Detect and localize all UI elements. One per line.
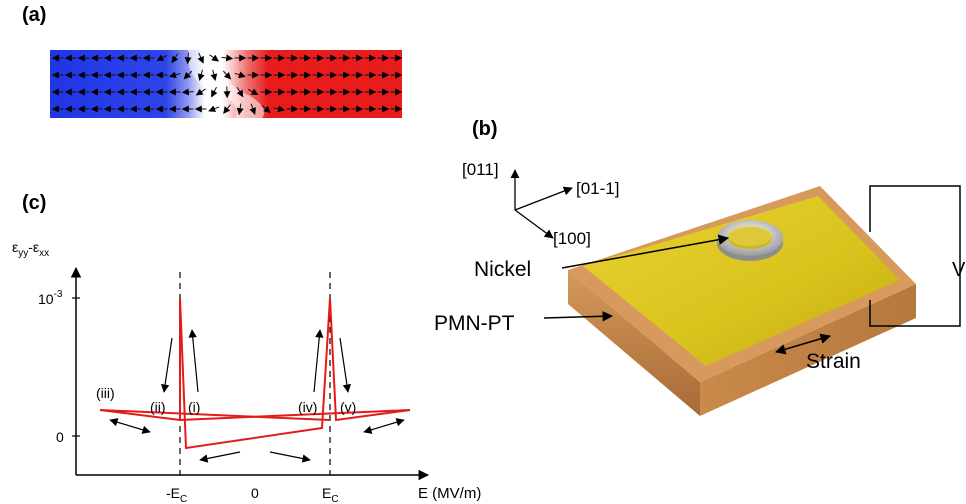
strain-field-plot: εyy-εxx 10-3 0 -EC 0 EC E (MV/m) (iii) (…: [12, 239, 481, 504]
spin-arrow: [171, 53, 179, 64]
spin-arrow: [222, 70, 232, 80]
crystal-axes: [011] [01-1] [100]: [462, 160, 619, 248]
arrow-iv-up: [313, 329, 324, 393]
y-axis-label: εyy-εxx: [12, 239, 49, 259]
spin-arrow: [197, 52, 204, 64]
arrow-v-double: [363, 418, 405, 434]
branch-label-iii: (iii): [96, 385, 115, 401]
branch-label-iv: (iv): [298, 399, 317, 415]
branch-label-i: (i): [188, 399, 200, 415]
spin-arrow: [236, 103, 244, 116]
strain-label: Strain: [806, 350, 861, 373]
y-tick-label-zero: 0: [56, 429, 64, 445]
x-tick-label-ec: EC: [322, 485, 339, 504]
branch-label-v: (v): [340, 399, 356, 415]
branch-label-ii: (ii): [150, 399, 166, 415]
spin-arrow: [197, 69, 205, 81]
arrow-center-left: [199, 451, 241, 463]
panel-label-a: (a): [22, 4, 47, 26]
spin-arrow: [234, 71, 246, 79]
spin-arrow: [261, 105, 271, 114]
spin-arrow: [221, 54, 234, 62]
axis-label-01-1: [01-1]: [576, 179, 619, 198]
voltage-circuit-wire: [869, 185, 961, 327]
spin-arrow: [247, 88, 259, 96]
x-axis-label: E (MV/m): [418, 485, 481, 502]
axis-label-011: [011]: [462, 160, 499, 179]
substrate-pointer: [543, 311, 614, 322]
strain-curve-branch-2: [179, 409, 411, 421]
nickel-ring: [717, 220, 783, 261]
spin-arrow: [273, 105, 286, 113]
nickel-pointer: [561, 234, 730, 269]
spin-arrow: [223, 104, 231, 114]
domain-wall-panel: [50, 50, 403, 118]
panel-label-b: (b): [472, 118, 498, 140]
strain-arrow: [774, 333, 832, 355]
substrate-label: PMN-PT: [434, 312, 515, 335]
voltage-label: V: [952, 259, 966, 281]
domain-wall-region: [187, 50, 265, 118]
spin-arrow: [249, 103, 257, 115]
spin-arrow: [169, 71, 181, 79]
strain-curve-branch-3: [99, 409, 331, 421]
device-schematic: [011] [01-1] [100] V Nickel PMN-PT Strai…: [434, 160, 966, 416]
axis-label-100: [100]: [553, 229, 591, 248]
spin-arrow: [195, 88, 206, 96]
arrow-iii-double: [109, 418, 151, 434]
substrate-front-face: [568, 270, 700, 416]
arrow-i-up: [188, 329, 199, 393]
spin-arrow: [184, 52, 192, 65]
spin-arrow: [211, 86, 218, 98]
gold-electrode: [583, 196, 900, 366]
x-tick-label-neg-ec: -EC: [166, 485, 187, 504]
spin-arrow: [208, 105, 220, 112]
y-tick-label-top: 10-3: [38, 289, 63, 307]
x-tick-label-zero: 0: [251, 485, 259, 501]
arrow-center-right: [269, 451, 311, 463]
arrow-v-down: [339, 337, 352, 393]
spin-arrow: [156, 54, 168, 61]
panel-label-c: (c): [22, 192, 47, 214]
nickel-label: Nickel: [474, 258, 531, 281]
arrow-ii-down: [160, 337, 173, 393]
strain-curve-branch-1: [99, 297, 411, 450]
spin-arrow: [236, 87, 244, 98]
spin-arrow: [210, 69, 218, 81]
spin-arrow: [181, 88, 194, 96]
spin-arrow-field: [51, 52, 403, 116]
spin-arrow: [183, 70, 193, 80]
spin-arrow: [209, 54, 219, 62]
